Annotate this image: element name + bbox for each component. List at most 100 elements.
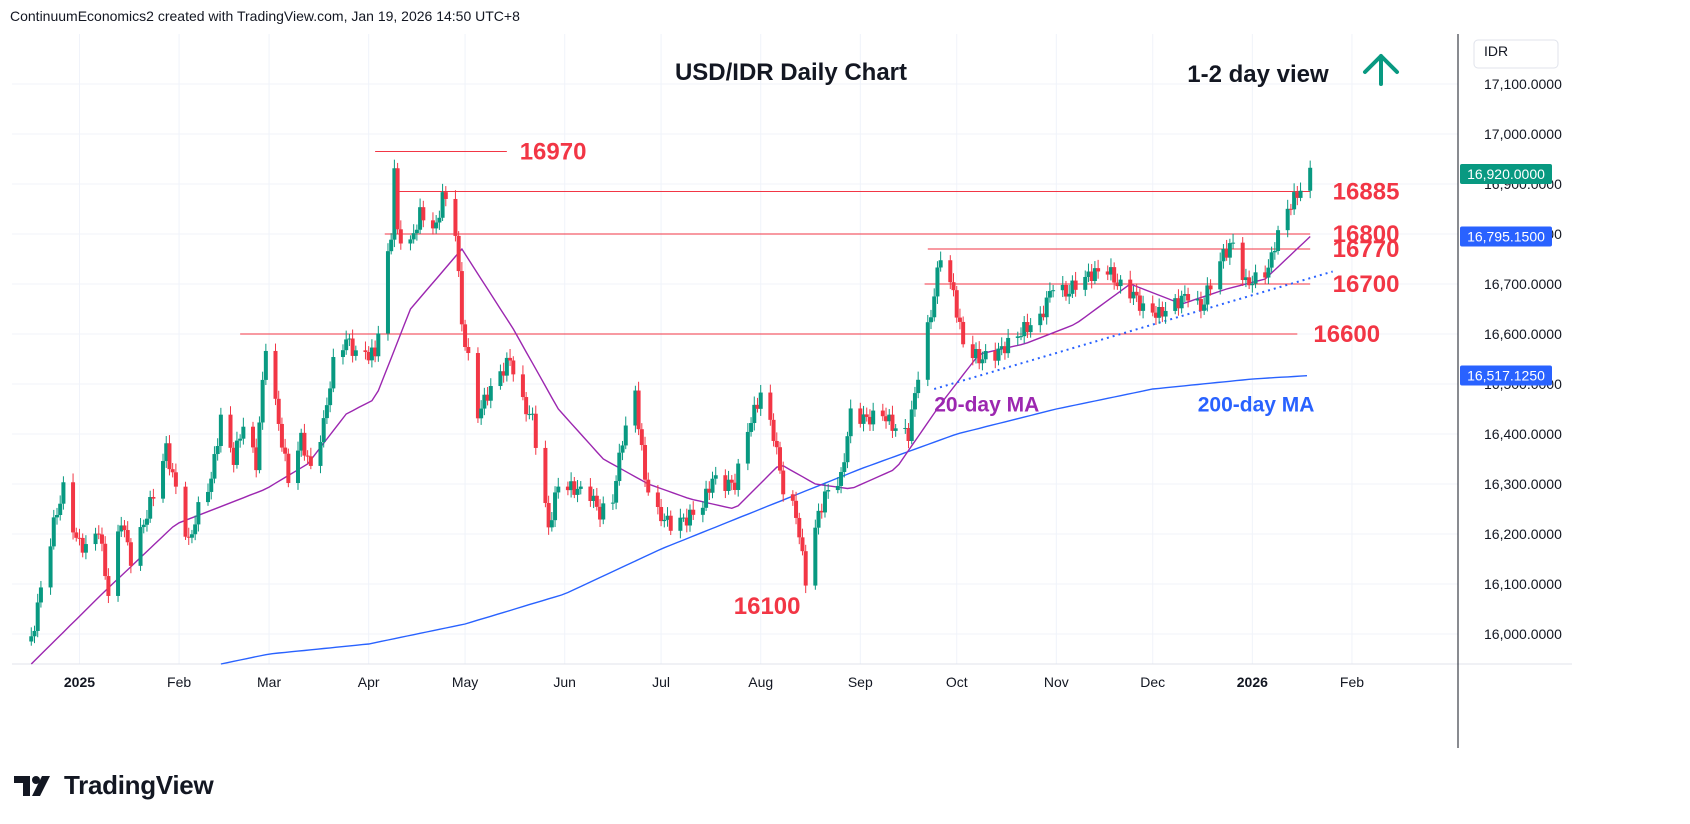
candle-up: [556, 486, 561, 493]
candle-down: [1224, 248, 1229, 258]
candle-up: [1202, 304, 1207, 311]
ma200-path: [220, 375, 1308, 665]
candle-down: [1096, 268, 1101, 272]
candle-down: [122, 525, 127, 531]
candle-up: [749, 423, 754, 432]
candle-down: [302, 432, 307, 456]
x-tick-label: Apr: [358, 674, 380, 690]
candle-up: [353, 350, 358, 356]
candle-up: [189, 534, 194, 538]
candle-down: [286, 453, 291, 484]
candle-up: [369, 347, 374, 361]
candle-down: [167, 443, 172, 470]
tradingview-logo-icon: [14, 775, 50, 796]
candle-up: [389, 239, 394, 252]
candle-up: [1028, 325, 1033, 333]
candle-up: [54, 515, 59, 518]
candle-up: [1108, 267, 1113, 275]
candle-down: [151, 497, 156, 499]
level-label-16100: 16100: [734, 593, 801, 620]
candle-down: [970, 344, 975, 359]
x-tick-label: May: [452, 674, 478, 690]
candle-up: [813, 527, 818, 586]
price-badge-label: 16,517.1250: [1467, 368, 1545, 384]
candle-down: [459, 271, 464, 325]
candle-down: [1115, 282, 1120, 287]
candle-up: [758, 392, 763, 409]
candle-up: [263, 350, 268, 380]
candle-down: [430, 220, 435, 229]
candle-down: [948, 260, 953, 283]
candle-up: [620, 445, 625, 453]
candle-up: [916, 379, 921, 394]
candle-down: [1288, 208, 1293, 210]
candle-down: [80, 537, 85, 553]
candle-down: [533, 413, 538, 448]
candle-up: [935, 267, 940, 297]
candle-down: [71, 482, 76, 533]
candle-up: [848, 408, 853, 437]
candle-up: [1051, 290, 1056, 292]
x-tick-label: Aug: [748, 674, 773, 690]
view-label: 1-2 day view: [1187, 61, 1329, 88]
candle-up: [295, 450, 300, 484]
y-axis[interactable]: 17,100.000017,000.000016,900.000016,800.…: [1460, 39, 1562, 642]
candle-down: [96, 533, 101, 535]
candle-down: [729, 479, 734, 483]
candle-up: [1067, 293, 1072, 297]
candle-up: [1227, 243, 1232, 258]
candle-up: [1086, 271, 1091, 277]
candle-up: [418, 207, 423, 230]
up-arrow-shape: [1363, 54, 1399, 86]
candle-up: [893, 428, 898, 431]
candle-up: [328, 388, 333, 406]
x-tick-label: Oct: [946, 674, 968, 690]
candle-down: [125, 530, 130, 543]
candle-up: [1221, 248, 1226, 262]
candle-down: [1186, 294, 1191, 301]
candle-down: [308, 456, 313, 466]
candle-up: [1163, 310, 1168, 317]
candle-down: [1263, 272, 1268, 278]
candle-down: [684, 517, 689, 526]
candle-down: [363, 350, 368, 353]
candle-up: [569, 481, 574, 491]
candle-up: [437, 217, 442, 223]
tradingview-brand[interactable]: TradingView: [14, 770, 214, 801]
candle-down: [1240, 242, 1245, 281]
candle-down: [1063, 284, 1068, 297]
candle-up: [35, 602, 40, 631]
candle-down: [961, 321, 966, 345]
candle-up: [212, 454, 217, 479]
candle-down: [803, 551, 808, 586]
candle-down: [283, 447, 288, 454]
candle-up: [704, 488, 709, 508]
candle-down: [733, 482, 737, 490]
candle-up: [1285, 208, 1290, 231]
candle-down: [1134, 291, 1139, 296]
x-tick-label: Nov: [1044, 674, 1069, 690]
candle-down: [819, 510, 824, 513]
x-axis[interactable]: 2025 Feb Mar Apr May Jun Jul Aug Sep Oct Nov Dec 202…: [64, 674, 1364, 690]
candle-up: [887, 414, 892, 422]
price-badge-label: 16,795.1500: [1467, 229, 1545, 245]
candle-down: [572, 481, 577, 495]
level-label-16700: 16700: [1333, 271, 1400, 298]
candle-up: [1308, 167, 1313, 191]
candle-up: [816, 510, 821, 528]
candle-down: [1105, 271, 1110, 275]
candle-up: [1179, 295, 1184, 309]
candles: [29, 159, 1313, 646]
candle-up: [260, 379, 265, 423]
candle-down: [890, 414, 895, 431]
candle-down: [1160, 307, 1165, 317]
candle-down: [103, 543, 108, 577]
candle-up: [164, 443, 169, 462]
candle-down: [800, 537, 805, 552]
candle-down: [128, 542, 133, 566]
currency-label: IDR: [1484, 43, 1508, 59]
candle-down: [794, 500, 799, 518]
candle-up: [385, 251, 390, 334]
candle-up: [340, 350, 345, 358]
